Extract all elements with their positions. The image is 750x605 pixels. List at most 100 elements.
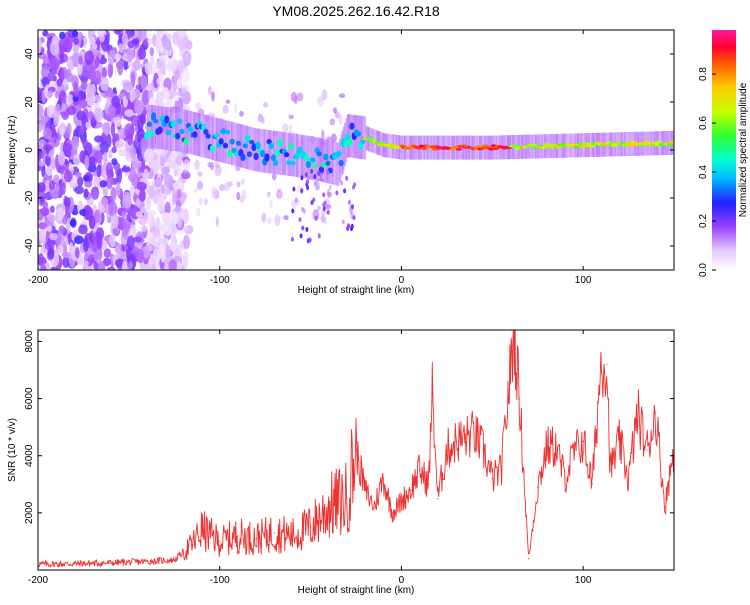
spectrogram-cell [314, 215, 318, 221]
spectrogram-cell [200, 113, 203, 157]
spectrogram-cell [588, 144, 596, 148]
spectrogram-cell [225, 99, 231, 104]
spectrogram-cell [203, 129, 209, 135]
spectrogram-cell [662, 131, 664, 156]
spectrogram-cell [156, 30, 163, 39]
spectrogram-cell [82, 137, 88, 150]
spectrogram-cell [288, 114, 294, 120]
spectrogram-cell [105, 162, 114, 179]
spectrogram-cell [316, 137, 318, 181]
snr-point [473, 432, 475, 434]
spectrogram-cell [332, 141, 335, 185]
spectrogram-cell [102, 197, 108, 209]
spectrogram-cell [121, 32, 128, 46]
spectrogram-cell [72, 30, 79, 38]
snr-point [273, 532, 275, 534]
spectrogram-cell [358, 142, 364, 150]
spectrogram-cell [349, 114, 351, 158]
spectrogram-cell [336, 142, 339, 186]
spectrogram-cell [114, 140, 125, 149]
spectrogram-cell [350, 114, 353, 158]
spectrogram-cell [241, 189, 247, 201]
spectrogram-cell [326, 170, 330, 175]
spectrogram-cell [227, 120, 229, 164]
colorbar-ticks: 0.0 0.2 0.4 0.6 0.8 [698, 67, 716, 277]
spectrogram-cell [160, 46, 165, 54]
spectrogram-cell [347, 223, 351, 229]
spectrogram-cell [328, 184, 332, 191]
spectrogram-cell [211, 186, 218, 199]
spectrogram-cell [329, 118, 336, 126]
spectrogram-cell [58, 225, 65, 235]
spectrogram-cell [277, 138, 283, 148]
spectrogram-cell [289, 124, 293, 134]
spectrogram-cell [316, 184, 320, 190]
spectrogram-cell [340, 134, 342, 178]
spectrogram-cell [264, 129, 266, 173]
spectrogram-cell [188, 126, 194, 133]
spectrogram-cell [91, 83, 96, 97]
spectrogram-cell [99, 33, 105, 43]
spectrogram-cell [336, 150, 342, 157]
spectrogram-cell [305, 160, 311, 169]
spectrogram-cell [81, 260, 89, 267]
spectrogram-cell [108, 201, 118, 217]
spectrogram-cells [38, 30, 674, 270]
spectrogram-cell [293, 95, 298, 104]
snr-point [382, 478, 384, 480]
spectrogram-cell [102, 122, 111, 136]
spectrogram-cell [222, 104, 229, 114]
spectrogram-cell [160, 184, 166, 195]
spectrogram-cell [241, 124, 243, 168]
spectrogram-cell [273, 130, 275, 174]
spectrogram-cell [38, 37, 42, 53]
spectrogram-cell [173, 170, 179, 177]
spectrogram-cell [274, 214, 281, 227]
spectrogram-cell [352, 215, 356, 221]
spectrogram-cell [234, 122, 237, 166]
spectrogram-cell [128, 87, 136, 103]
spectrogram-cell [204, 198, 208, 206]
spectrogram-cell [157, 126, 163, 134]
spectrogram-x-axis-label: Height of straight line (km) [298, 285, 415, 296]
spectrogram-cell [318, 166, 325, 173]
spectrogram-cell [88, 215, 96, 229]
spectrogram-cell [425, 135, 428, 160]
spectrogram-cell [151, 112, 157, 121]
snr-point [528, 558, 530, 560]
spectrogram-cell [583, 133, 585, 158]
spectrogram-cell [667, 143, 674, 147]
spectrogram-cell [66, 122, 72, 136]
spectrogram-cell [73, 81, 79, 98]
spectrogram-cell [65, 94, 75, 105]
spectrogram-cell [299, 233, 303, 239]
spectrogram-cell [42, 127, 52, 140]
spectrogram-cell [306, 185, 310, 191]
snr-point [609, 469, 612, 471]
spectrogram-cell [131, 155, 139, 171]
spectrogram-cell [79, 99, 88, 109]
spectrogram-cell [135, 248, 145, 263]
spectrogram-cell [79, 150, 86, 164]
spectrogram-cell [291, 236, 294, 242]
snr-point [437, 498, 439, 500]
spectrogram-cell [108, 49, 116, 57]
spectrogram-cell [76, 176, 84, 187]
spectrogram-cell [529, 143, 537, 147]
spectrogram-cell [283, 215, 289, 221]
spectrogram-cell [174, 69, 181, 81]
spectrogram-cell [266, 191, 271, 197]
spectrogram-cell [167, 107, 169, 151]
spectrogram-cell [181, 37, 189, 45]
spectrogram-cell [342, 126, 345, 170]
snr-point [110, 562, 112, 564]
spectrogram-cell [194, 159, 201, 171]
spectrogram-cell [46, 165, 53, 177]
spectrogram-cell [65, 148, 72, 158]
spectrogram-cell [89, 35, 96, 46]
spectrogram-cell [227, 150, 233, 158]
spectrogram-cell [166, 106, 168, 151]
spectrogram-cell [181, 67, 190, 84]
